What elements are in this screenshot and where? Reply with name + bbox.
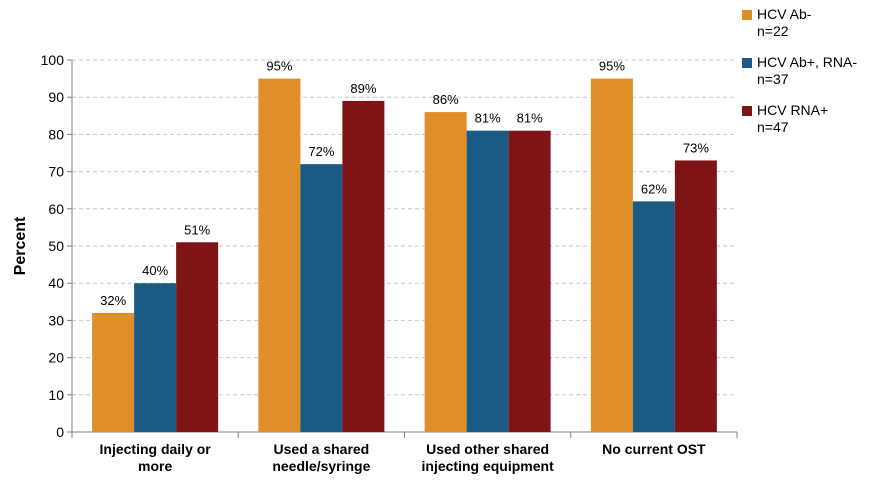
y-tick-label: 80 [48, 126, 64, 142]
data-label: 89% [350, 81, 376, 96]
y-tick-label: 100 [41, 52, 65, 68]
bar [92, 312, 135, 432]
y-tick-label: 60 [48, 201, 64, 217]
bar [508, 130, 551, 432]
data-label: 95% [266, 59, 292, 74]
legend-item-hcv-ab-pos-rna-neg: HCV Ab+, RNA- n=37 [742, 54, 882, 88]
category-label: Injecting daily or [100, 441, 212, 457]
category-label: Used other shared [426, 441, 549, 457]
legend-sample-size: n=37 [757, 71, 789, 87]
data-label: 81% [517, 111, 543, 126]
y-axis-label: Percent [12, 216, 29, 275]
category-label: more [138, 458, 172, 474]
legend-label: HCV RNA+ [757, 102, 829, 118]
y-tick-label: 10 [48, 387, 64, 403]
bar [466, 130, 509, 432]
legend-label: HCV Ab- [757, 6, 812, 22]
legend-swatch-hcv-rna-pos [742, 106, 752, 116]
y-tick-label: 90 [48, 89, 64, 105]
category-label: Used a shared [274, 441, 370, 457]
legend-label: HCV Ab+, RNA- [757, 54, 857, 70]
bar [134, 283, 177, 432]
data-label: 51% [184, 222, 210, 237]
bar [300, 164, 343, 432]
legend-sample-size: n=47 [757, 119, 789, 135]
data-label: 32% [100, 293, 126, 308]
legend-swatch-hcv-ab-pos-rna-neg [742, 58, 752, 68]
y-tick-label: 20 [48, 350, 64, 366]
y-tick-label: 0 [56, 424, 64, 440]
data-label: 72% [308, 144, 334, 159]
bar [632, 201, 675, 432]
bar [424, 112, 467, 432]
data-label: 73% [683, 140, 709, 155]
legend-item-hcv-rna-pos: HCV RNA+ n=47 [742, 102, 882, 136]
y-tick-label: 50 [48, 238, 64, 254]
data-label: 81% [475, 111, 501, 126]
data-label: 62% [641, 181, 667, 196]
category-label: injecting equipment [422, 458, 555, 474]
y-tick-label: 70 [48, 164, 64, 180]
bar [674, 160, 717, 432]
legend-item-hcv-ab-neg: HCV Ab- n=22 [742, 6, 882, 40]
bar [590, 78, 633, 432]
y-tick-label: 30 [48, 312, 64, 328]
legend-sample-size: n=22 [757, 23, 789, 39]
data-label: 86% [433, 92, 459, 107]
category-label: needle/syringe [272, 458, 370, 474]
data-label: 40% [142, 263, 168, 278]
y-tick-label: 40 [48, 275, 64, 291]
category-label: No current OST [602, 441, 706, 457]
legend: HCV Ab- n=22 HCV Ab+, RNA- n=37 HCV RNA+… [742, 6, 882, 150]
legend-swatch-hcv-ab-neg [742, 10, 752, 20]
bar [342, 100, 385, 433]
bar [176, 242, 219, 432]
data-label: 95% [599, 59, 625, 74]
bar [258, 78, 301, 432]
